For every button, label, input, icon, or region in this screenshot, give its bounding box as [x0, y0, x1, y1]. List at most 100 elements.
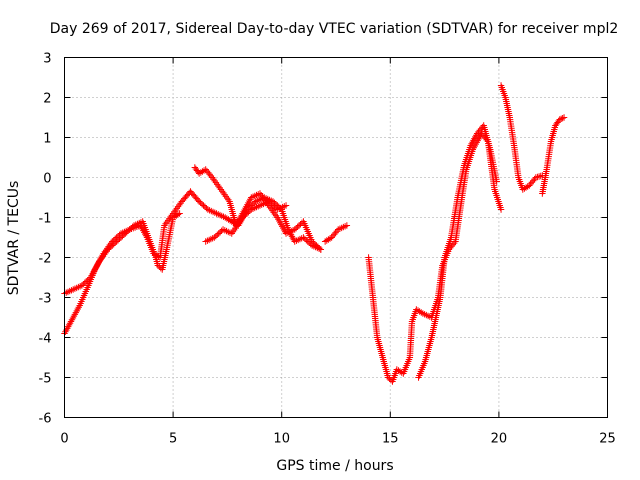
- data-point: [323, 237, 330, 244]
- data-point: [559, 114, 566, 122]
- y-tick-label: -2: [39, 252, 52, 267]
- data-point: [384, 374, 392, 381]
- x-tick-labels: 0 5 10 15 20 25: [60, 432, 615, 447]
- y-tick-label: 0: [43, 172, 51, 187]
- axis-ticks: [64, 57, 608, 418]
- data-point: [265, 198, 272, 205]
- data-point: [111, 239, 119, 247]
- data-point: [519, 186, 526, 193]
- data-point: [116, 235, 123, 243]
- data-point: [109, 242, 116, 249]
- data-point: [414, 307, 422, 314]
- data-point: [311, 240, 319, 248]
- data-point: [78, 282, 86, 289]
- data-point: [395, 367, 402, 374]
- data-point: [117, 234, 125, 241]
- data-point: [195, 170, 203, 177]
- y-tick-label: -3: [39, 292, 52, 307]
- x-tick-label: 15: [382, 432, 399, 447]
- data-point: [313, 242, 320, 249]
- data-point: [239, 214, 246, 221]
- chart-title: Day 269 of 2017, Sidereal Day-to-day VTE…: [50, 21, 619, 37]
- data-point: [493, 178, 500, 185]
- data-point: [104, 246, 112, 253]
- data-point: [303, 236, 310, 244]
- data-point: [125, 227, 132, 235]
- data-point: [212, 232, 220, 240]
- data-point: [314, 243, 322, 251]
- data-point: [522, 184, 530, 191]
- y-tick-label: 3: [43, 52, 51, 67]
- data-point: [301, 235, 309, 243]
- data-point: [556, 116, 563, 123]
- y-tick-label: 2: [43, 92, 51, 107]
- data-point: [200, 202, 207, 209]
- data-point: [211, 234, 218, 241]
- data-point: [80, 280, 87, 288]
- data-point: [156, 263, 163, 271]
- y-tick-label: 1: [43, 132, 51, 147]
- data-point: [120, 231, 128, 239]
- x-tick-label: 10: [273, 432, 290, 447]
- data-point: [207, 172, 215, 180]
- data-point: [557, 115, 565, 123]
- data-point: [268, 200, 275, 208]
- data-point: [297, 220, 304, 228]
- x-tick-label: 20: [491, 432, 508, 447]
- y-tick-label: -1: [39, 212, 52, 227]
- x-tick-label: 5: [169, 432, 177, 447]
- data-point: [106, 244, 113, 252]
- y-tick-labels: -6 -5 -4 -3 -2 -1 0 1 2 3: [39, 52, 52, 427]
- data-point: [197, 199, 204, 207]
- y-tick-label: -4: [39, 332, 52, 347]
- data-point: [122, 230, 129, 237]
- data-point: [214, 231, 221, 239]
- data-point: [413, 306, 420, 313]
- data-point: [119, 232, 126, 240]
- data-point: [174, 211, 182, 218]
- data-point: [325, 236, 332, 243]
- x-axis-label: GPS time / hours: [276, 458, 393, 474]
- data-point: [416, 308, 423, 315]
- y-tick-label: -5: [39, 372, 52, 387]
- data-point: [201, 203, 209, 211]
- data-point: [223, 215, 231, 222]
- data-point: [266, 199, 274, 207]
- data-point: [295, 222, 303, 229]
- data-point: [200, 167, 208, 174]
- data-point: [245, 208, 252, 216]
- data-point: [282, 202, 290, 209]
- data-point: [126, 226, 133, 233]
- data-point: [215, 230, 222, 237]
- x-tick-label: 0: [60, 432, 68, 447]
- data-point: [173, 212, 180, 219]
- data-point: [343, 222, 351, 229]
- data-point: [321, 238, 329, 245]
- data-point: [242, 211, 249, 219]
- data-point: [271, 203, 278, 211]
- data-point: [113, 238, 120, 245]
- data-point: [418, 309, 425, 316]
- plot-frame: [64, 57, 608, 418]
- data-point: [123, 228, 130, 236]
- data-point: [310, 239, 317, 247]
- data-point: [81, 279, 88, 287]
- data-point: [216, 228, 224, 236]
- data-point: [294, 223, 301, 231]
- x-tick-label: 25: [599, 432, 616, 447]
- data-point: [83, 278, 90, 285]
- data-point: [386, 375, 393, 383]
- data-point: [393, 366, 401, 373]
- data-point: [240, 212, 248, 220]
- data-point: [243, 210, 251, 217]
- data-point: [225, 216, 232, 223]
- data-point: [317, 246, 324, 253]
- data-point: [497, 206, 505, 213]
- data-point: [226, 217, 234, 224]
- data-point: [316, 244, 323, 252]
- data-point: [114, 236, 122, 244]
- data-point: [560, 114, 568, 121]
- data-point: [300, 234, 307, 241]
- data-point: [269, 202, 277, 209]
- data-point: [222, 214, 229, 221]
